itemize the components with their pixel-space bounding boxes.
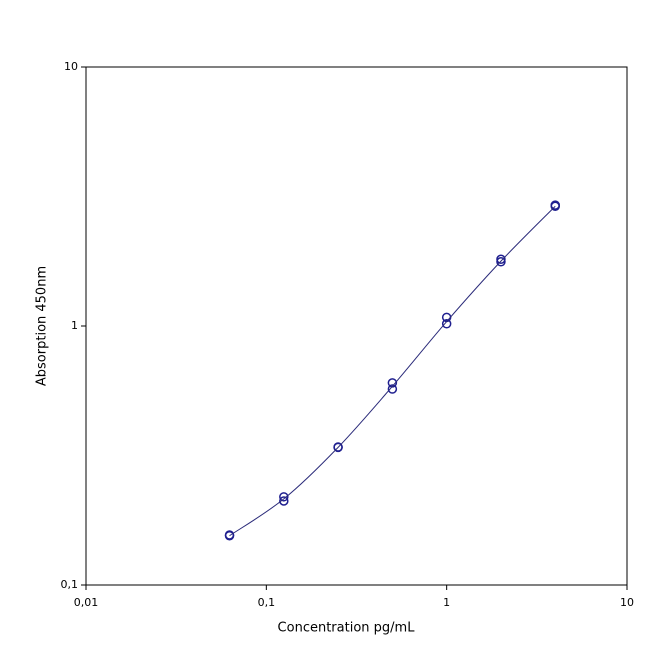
plot-frame bbox=[85, 66, 628, 586]
data-point bbox=[279, 492, 289, 502]
y-tick-label: 0,1 bbox=[61, 578, 79, 591]
y-axis-title: Absorption 450nm bbox=[35, 266, 50, 386]
data-point bbox=[496, 257, 506, 267]
data-point bbox=[279, 496, 289, 506]
data-point bbox=[550, 201, 560, 211]
fit-curve bbox=[229, 205, 556, 537]
y-tick-label: 1 bbox=[71, 319, 78, 332]
x-tick-label: 1 bbox=[443, 596, 450, 609]
x-tick-label: 10 bbox=[620, 596, 634, 609]
x-axis-title: Concentration pg/mL bbox=[278, 621, 416, 636]
data-point bbox=[441, 319, 452, 329]
x-tick-label: 0,01 bbox=[74, 596, 99, 609]
data-point bbox=[387, 384, 398, 394]
y-tick-label: 10 bbox=[64, 60, 78, 73]
data-point bbox=[333, 442, 343, 453]
data-point bbox=[224, 530, 235, 541]
x-tick-label: 0,1 bbox=[258, 596, 276, 609]
